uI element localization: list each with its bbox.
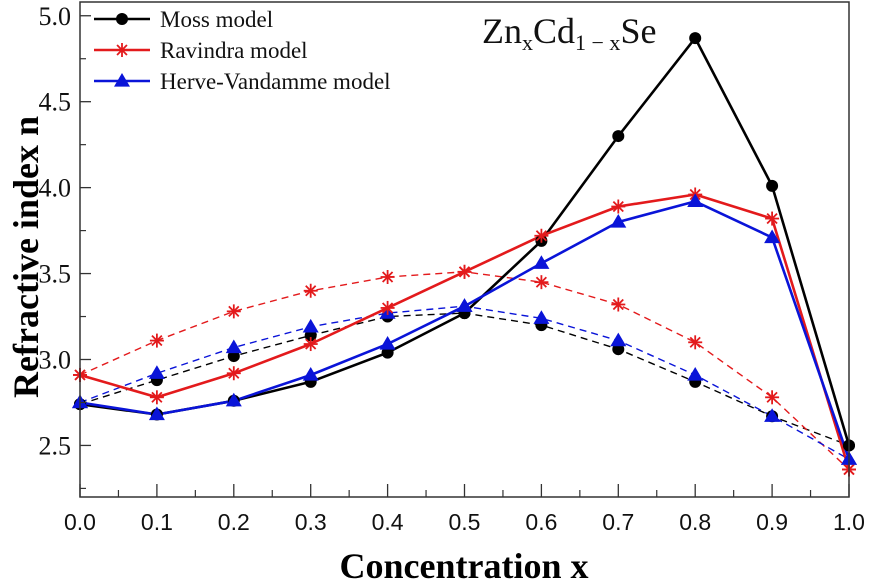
asterisk-stroke <box>382 302 394 314</box>
ravindra-model-dashed-point <box>380 270 395 284</box>
y-tick-label: 4.5 <box>39 88 72 117</box>
herve-vandamme-model-line <box>79 200 851 460</box>
asterisk-stroke <box>612 298 624 311</box>
solid-series-layer <box>79 36 851 470</box>
asterisk-stroke <box>116 44 128 56</box>
x-tick-label: 0.3 <box>295 509 327 535</box>
herve-vandamme-model-dashed-line <box>79 305 850 460</box>
asterisk-stroke <box>689 336 701 348</box>
asterisk-stroke <box>766 391 778 403</box>
ravindra-model-dashed-point <box>765 390 780 405</box>
x-tick-label: 0.0 <box>64 509 96 535</box>
x-tick-label: 0.9 <box>756 509 788 535</box>
x-tick-label: 1.0 <box>833 509 865 535</box>
legend-item-moss-model: Moss model <box>94 7 273 32</box>
herve-vandamme-model-dashed-point <box>533 310 550 324</box>
title-cd: Cd <box>533 11 575 51</box>
legend-label: Herve-Vandamme model <box>160 69 391 94</box>
plot-title: ZnxCd1 − xSe <box>482 11 656 55</box>
legend-label: Ravindra model <box>160 38 308 63</box>
legend-item-ravindra-model: Ravindra model <box>94 38 308 63</box>
x-tick-label: 0.2 <box>218 509 250 535</box>
asterisk-stroke <box>305 338 317 350</box>
x-tick-label: 0.5 <box>449 509 481 535</box>
herve-vandamme-model-point <box>533 255 550 269</box>
asterisk-stroke <box>228 305 240 317</box>
x-tick-label: 0.8 <box>679 509 711 535</box>
ravindra-model-dashed-point <box>534 275 549 290</box>
y-tick-label: 4.0 <box>39 174 72 203</box>
herve-vandamme-model-dashed-point <box>225 339 242 354</box>
asterisk-stroke <box>228 367 240 379</box>
axis-ticks <box>79 15 850 497</box>
asterisk-stroke <box>151 335 163 347</box>
asterisk-stroke <box>151 391 163 403</box>
x-tick-label: 0.4 <box>372 509 404 535</box>
ravindra-model-point <box>457 264 472 279</box>
herve-vandamme-model-dashed-point <box>764 408 781 422</box>
y-axis-title: Refractive index n <box>6 116 46 398</box>
y-tick-label: 3.5 <box>39 260 72 289</box>
legend-item-herve-vandamme-model: Herve-Vandamme model <box>94 69 391 94</box>
x-tick-label: 0.7 <box>602 509 634 535</box>
ravindra-model-dashed-point <box>149 333 164 348</box>
y-tick-label: 5.0 <box>39 2 72 31</box>
herve-vandamme-model-point <box>302 366 319 381</box>
ravindra-model-point <box>534 228 549 243</box>
herve-vandamme-model-dashed-point <box>148 365 165 379</box>
title-zn: Zn <box>482 11 522 51</box>
ravindra-model-point <box>765 211 780 226</box>
moss-model-dashed-line <box>79 312 850 447</box>
herve-vandamme-model-point <box>225 392 242 407</box>
x-tick-label: 0.1 <box>141 509 173 535</box>
asterisk-stroke <box>535 276 547 288</box>
herve-vandamme-model-dashed-point <box>302 318 319 333</box>
herve-vandamme-model-dashed-point <box>687 366 704 381</box>
moss-model-point <box>612 130 625 143</box>
asterisk-stroke <box>612 200 624 213</box>
legend-label: Moss model <box>160 7 273 32</box>
x-axis-title: Concentration x <box>340 546 589 582</box>
x-tick-label: 0.6 <box>525 509 557 535</box>
ravindra-model-dashed-point <box>611 297 626 312</box>
asterisk-stroke <box>382 271 394 283</box>
legend: Moss model Ravindra model Herve-Vandamme m… <box>94 7 391 94</box>
ravindra-model-point <box>303 337 318 352</box>
herve-vandamme-model-point <box>610 214 627 228</box>
ravindra-model-dashed-point <box>226 304 241 319</box>
herve-vandamme-model-point <box>148 406 165 421</box>
ravindra-model-dashed-point <box>688 335 703 350</box>
ravindra-model-point <box>611 199 626 214</box>
moss-model-point <box>689 32 702 45</box>
legend-marker <box>115 43 129 57</box>
ravindra-model-line <box>79 193 851 470</box>
asterisk-stroke <box>535 230 547 242</box>
ravindra-model-point <box>380 300 395 315</box>
ravindra-model-point <box>226 366 241 381</box>
ravindra-model-point <box>149 390 164 405</box>
title-sub-1-x: 1 − x <box>575 30 620 55</box>
herve-vandamme-model-dashed-point <box>610 332 627 347</box>
title-se: Se <box>620 11 656 51</box>
asterisk-stroke <box>766 212 778 225</box>
asterisk-stroke <box>305 285 317 297</box>
asterisk-stroke <box>458 266 471 278</box>
axis-tick-labels: 0.0 0.1 0.2 0.3 0.4 0.5 0.6 0.7 0.8 0.9 1.0 2.5 3.0 3… <box>39 2 865 535</box>
y-tick-label: 3.0 <box>39 346 72 375</box>
moss-model-point <box>766 179 779 192</box>
herve-vandamme-model-point <box>379 336 396 350</box>
herve-vandamme-model-point <box>764 229 781 244</box>
legend-marker <box>114 73 130 87</box>
title-sub-x: x <box>522 30 533 55</box>
y-tick-label: 2.5 <box>39 431 72 460</box>
herve-vandamme-model-point <box>687 193 704 207</box>
legend-marker <box>116 13 128 25</box>
ravindra-model-dashed-point <box>303 283 318 298</box>
herve-vandamme-model-point <box>456 298 473 312</box>
